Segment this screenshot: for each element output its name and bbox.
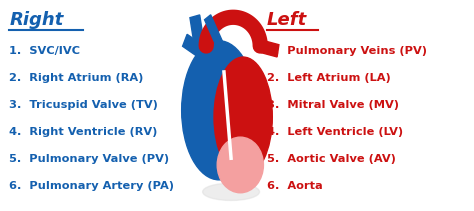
Text: 1.  SVC/IVC: 1. SVC/IVC [9,46,81,56]
Text: 3.  Mitral Valve (MV): 3. Mitral Valve (MV) [267,100,399,110]
Text: 1.  Pulmonary Veins (PV): 1. Pulmonary Veins (PV) [267,46,427,56]
Text: 2.  Left Atrium (LA): 2. Left Atrium (LA) [267,73,391,83]
FancyArrow shape [205,15,223,49]
Text: 2.  Right Atrium (RA): 2. Right Atrium (RA) [9,73,144,83]
Text: 4.  Left Ventricle (LV): 4. Left Ventricle (LV) [267,127,403,137]
Text: 5.  Aortic Valve (AV): 5. Aortic Valve (AV) [267,154,396,164]
Ellipse shape [182,41,256,180]
Text: 3.  Tricuspid Valve (TV): 3. Tricuspid Valve (TV) [9,100,158,110]
FancyArrow shape [182,34,212,64]
FancyArrow shape [259,40,279,57]
Ellipse shape [214,57,272,177]
Text: 6.  Pulmonary Artery (PA): 6. Pulmonary Artery (PA) [9,181,174,191]
Text: 4.  Right Ventricle (RV): 4. Right Ventricle (RV) [9,127,158,137]
Text: 6.  Aorta: 6. Aorta [267,181,323,191]
FancyArrow shape [190,15,205,54]
Ellipse shape [203,183,259,200]
Text: Left: Left [267,11,307,28]
Text: Right: Right [9,11,64,28]
Ellipse shape [217,137,264,193]
Text: 5.  Pulmonary Valve (PV): 5. Pulmonary Valve (PV) [9,154,170,164]
